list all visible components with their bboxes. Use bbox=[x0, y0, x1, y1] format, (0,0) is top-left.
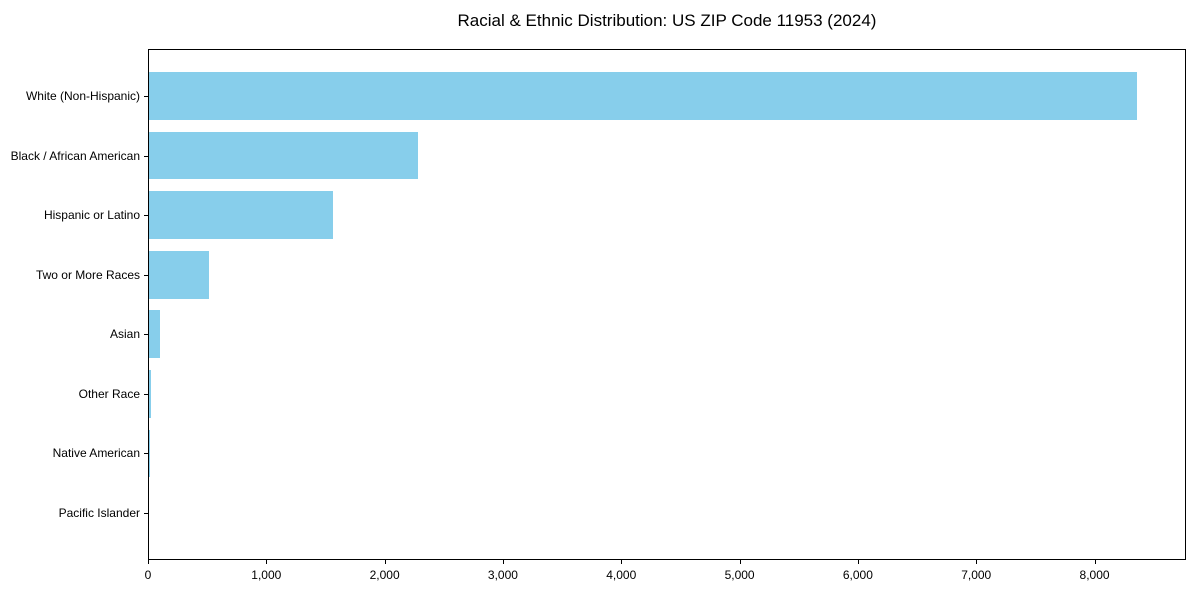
x-tick-mark bbox=[1094, 560, 1096, 564]
y-tick-mark bbox=[144, 215, 148, 217]
y-tick-label-two-or-more-races: Two or More Races bbox=[35, 267, 140, 282]
y-tick-mark bbox=[144, 96, 148, 98]
y-tick-mark bbox=[144, 274, 148, 276]
bar-black-african-american bbox=[149, 131, 419, 180]
x-tick-mark bbox=[148, 560, 149, 564]
x-tick-mark bbox=[384, 560, 386, 564]
chart-title: Racial & Ethnic Distribution: US ZIP Cod… bbox=[457, 11, 877, 30]
bar-hispanic-or-latino bbox=[149, 191, 333, 239]
x-tick-mark bbox=[621, 560, 623, 564]
y-tick-label-hispanic-or-latino: Hispanic or Latino bbox=[43, 208, 140, 223]
x-tick-mark bbox=[739, 560, 741, 564]
y-tick-mark bbox=[144, 155, 148, 157]
x-tick-label-7000: 7,000 bbox=[961, 568, 992, 582]
x-tick-mark bbox=[502, 560, 504, 564]
y-tick-mark bbox=[144, 393, 148, 395]
x-tick-label-4000: 4,000 bbox=[606, 568, 637, 582]
y-tick-label-pacific-islander: Pacific Islander bbox=[58, 505, 140, 520]
x-tick-mark bbox=[266, 560, 268, 564]
bar-white-non-hispanic bbox=[149, 72, 1137, 120]
y-tick-mark bbox=[144, 453, 148, 455]
x-tick-label-2000: 2,000 bbox=[369, 568, 400, 582]
x-tick-label-8000: 8,000 bbox=[1079, 568, 1110, 582]
x-tick-label-3000: 3,000 bbox=[487, 568, 518, 582]
y-tick-mark bbox=[144, 334, 148, 336]
x-tick-label-1000: 1,000 bbox=[251, 568, 282, 582]
x-tick-mark bbox=[857, 560, 859, 564]
y-tick-label-other-race: Other Race bbox=[78, 386, 140, 401]
x-tick-label-0: 0 bbox=[144, 568, 152, 582]
y-tick-label-asian: Asian bbox=[109, 327, 140, 342]
y-tick-label-white-non-hispanic: White (Non-Hispanic) bbox=[25, 89, 140, 104]
y-tick-label-black-african-american: Black / African American bbox=[10, 148, 140, 163]
y-tick-mark bbox=[144, 512, 148, 514]
plot-area bbox=[148, 49, 1186, 560]
bar-two-or-more-races bbox=[149, 250, 209, 299]
x-tick-label-5000: 5,000 bbox=[724, 568, 755, 582]
x-tick-label-6000: 6,000 bbox=[842, 568, 873, 582]
y-tick-label-native-american: Native American bbox=[52, 446, 140, 461]
bar-asian bbox=[149, 310, 160, 359]
bar-other-race bbox=[149, 370, 152, 418]
x-tick-mark bbox=[976, 560, 978, 564]
